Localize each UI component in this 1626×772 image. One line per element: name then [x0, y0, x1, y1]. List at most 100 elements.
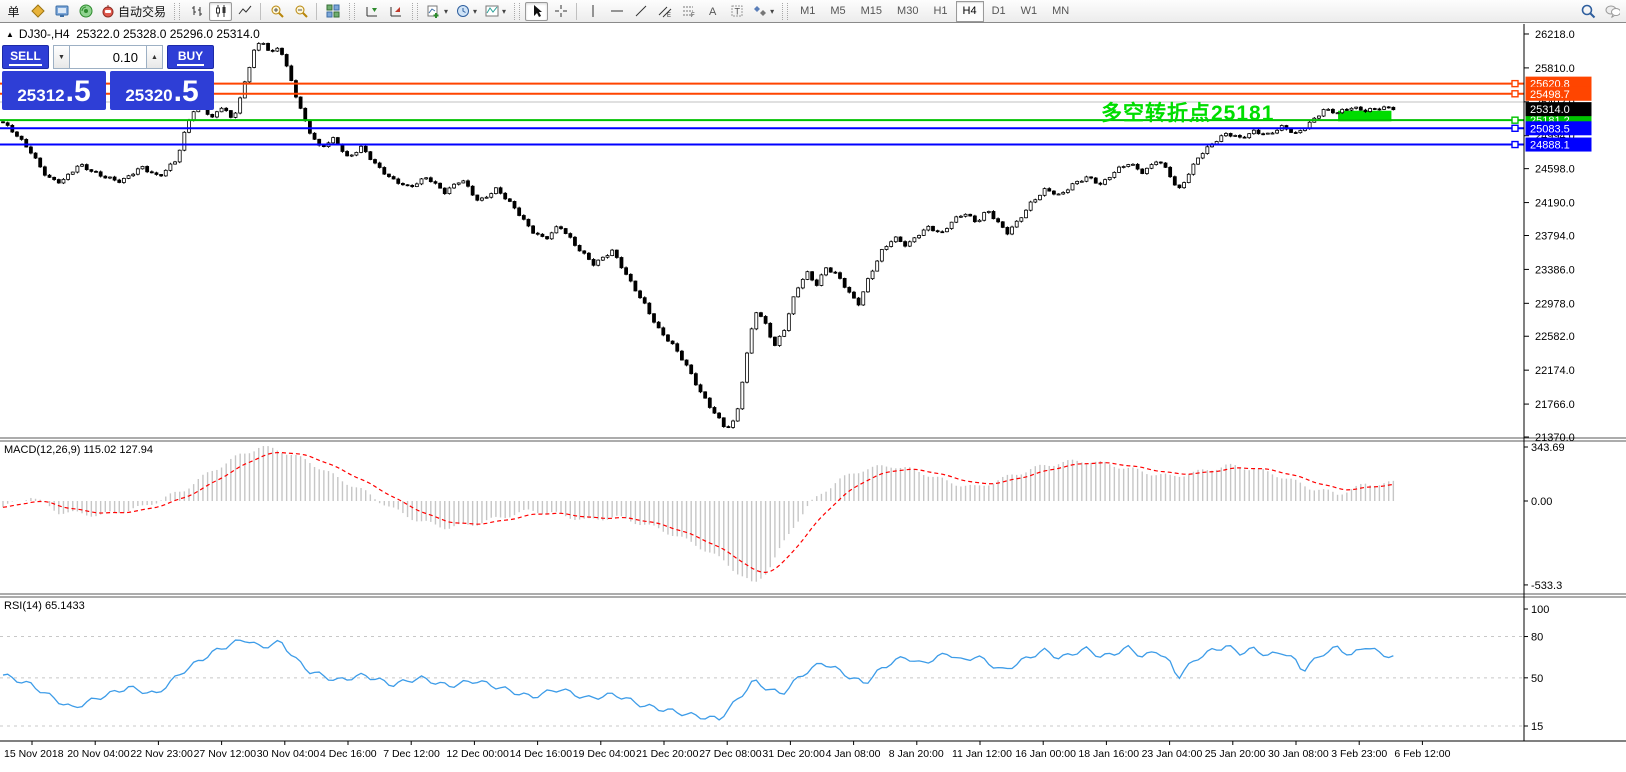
candle-body: [707, 397, 712, 408]
zoom-in-button[interactable]: [265, 2, 288, 21]
main-toolbar: 单 自动交易 ▾ ▾ ▾ E F A T ▾ M1 M5 M15 M30 H1 H4 D1 W1 MN: [0, 0, 1626, 23]
text-label-button[interactable]: T: [725, 2, 748, 21]
chat-button[interactable]: [1601, 2, 1624, 21]
search-icon: [1581, 4, 1596, 19]
bar-chart-button[interactable]: [185, 2, 208, 21]
candle-body: [294, 80, 298, 98]
toolbar-grip[interactable]: [349, 2, 356, 20]
candle-body: [1340, 108, 1345, 114]
candle-body: [1, 121, 5, 124]
timeframe-m30[interactable]: M30: [897, 5, 919, 17]
autotrading-button[interactable]: 自动交易: [98, 2, 169, 21]
channel-button[interactable]: E: [653, 2, 676, 21]
candle-body: [1363, 109, 1368, 112]
price-tick-label: 21766.0: [1535, 399, 1575, 411]
arrows-dropdown[interactable]: ▾: [749, 2, 777, 21]
toolbar-separator: [576, 2, 578, 20]
candle-body: [98, 171, 103, 177]
candle-body: [303, 107, 308, 122]
metaquotes-button[interactable]: [26, 2, 49, 21]
line-chart-button[interactable]: [233, 2, 256, 21]
date-label: 20 Nov 04:00: [67, 748, 130, 760]
candle-body: [266, 42, 270, 51]
collapse-panel-icon[interactable]: ▲: [6, 29, 14, 39]
candle-body: [1238, 135, 1242, 138]
chart-shift-button[interactable]: [360, 2, 383, 21]
toolbar-grip[interactable]: [174, 2, 181, 20]
candle-body: [396, 178, 401, 184]
candle-body: [177, 149, 182, 163]
price-tick-label: 24598.0: [1535, 164, 1575, 176]
candle-body: [466, 180, 470, 187]
terminal-button[interactable]: [50, 2, 73, 21]
timeframe-m15[interactable]: M15: [860, 5, 883, 17]
auto-scroll-button[interactable]: [384, 2, 407, 21]
candle-body: [387, 173, 391, 177]
candle-body: [982, 212, 987, 221]
fibonacci-button[interactable]: F: [677, 2, 700, 21]
sell-price-main: 25312: [17, 86, 65, 105]
toolbar-grip[interactable]: [514, 2, 521, 20]
candle-body: [1293, 132, 1298, 134]
templates-dropdown[interactable]: ▾: [481, 2, 509, 21]
candle-body: [1019, 217, 1024, 222]
timeframe-h4[interactable]: H4: [955, 0, 984, 22]
price-tick-label: 22978.0: [1535, 298, 1575, 310]
zoom-out-button[interactable]: [289, 2, 312, 21]
candle-body: [442, 187, 447, 195]
candle-body: [819, 274, 824, 286]
sell-price-display[interactable]: 25312 .5: [2, 71, 106, 110]
candle-body: [703, 391, 708, 399]
svg-text:E: E: [667, 13, 671, 18]
channel-icon: E: [657, 4, 672, 19]
timeframe-w1[interactable]: W1: [1020, 5, 1038, 17]
volume-increase-button[interactable]: ▲: [146, 45, 163, 69]
new-chart-dropdown[interactable]: ▾: [423, 2, 451, 21]
candle-body: [419, 178, 424, 185]
buy-price-display[interactable]: 25320 .5: [110, 71, 214, 110]
timeframe-m1[interactable]: M1: [800, 5, 816, 17]
timeframe-d1[interactable]: D1: [991, 5, 1006, 17]
candle-body: [675, 343, 680, 352]
candle-body: [870, 270, 875, 280]
trendline-button[interactable]: [629, 2, 652, 21]
timeframe-m5[interactable]: M5: [830, 5, 846, 17]
candle-body: [19, 135, 24, 140]
timeframe-mn[interactable]: MN: [1052, 5, 1070, 17]
one-click-trade-panel: SELL ▼ 0.10 ▲ BUY 25312 .5 25320 .5: [2, 45, 214, 110]
signals-button[interactable]: [74, 2, 97, 21]
text-button[interactable]: A: [701, 2, 724, 21]
periods-dropdown[interactable]: ▾: [452, 2, 480, 21]
candle-body: [1158, 161, 1163, 164]
buy-button[interactable]: BUY: [167, 45, 214, 69]
candlestick-chart-button[interactable]: [209, 1, 233, 21]
volume-decrease-button[interactable]: ▼: [53, 45, 70, 69]
candle-body: [410, 185, 415, 187]
tile-windows-button[interactable]: [321, 2, 344, 21]
search-button[interactable]: [1577, 2, 1600, 21]
candle-body: [1149, 164, 1154, 169]
price-badge: [1525, 137, 1592, 152]
volume-input[interactable]: 0.10: [70, 45, 146, 69]
horizontal-line-button[interactable]: [605, 2, 628, 21]
timeframe-h1[interactable]: H1: [933, 5, 948, 17]
candle-body: [670, 340, 675, 345]
new-order-button[interactable]: 单: [2, 2, 25, 21]
candle-body: [191, 111, 196, 121]
candle-body: [1191, 163, 1196, 175]
vertical-line-button[interactable]: [581, 2, 604, 21]
toolbar-grip[interactable]: [782, 2, 789, 20]
crosshair-button[interactable]: [549, 2, 572, 21]
cursor-button[interactable]: [525, 1, 549, 21]
macd-signal-line: [2, 451, 1394, 574]
date-label: 15 Nov 2018: [4, 748, 64, 760]
candle-body: [749, 328, 754, 354]
candle-body: [261, 42, 266, 45]
toolbar-grip[interactable]: [412, 2, 419, 20]
macd-axis-label: -533.3: [1531, 580, 1562, 592]
sell-button-label: SELL: [9, 49, 42, 66]
candle-body: [986, 211, 991, 213]
sell-button[interactable]: SELL: [2, 45, 49, 69]
tile-icon: [325, 4, 340, 19]
